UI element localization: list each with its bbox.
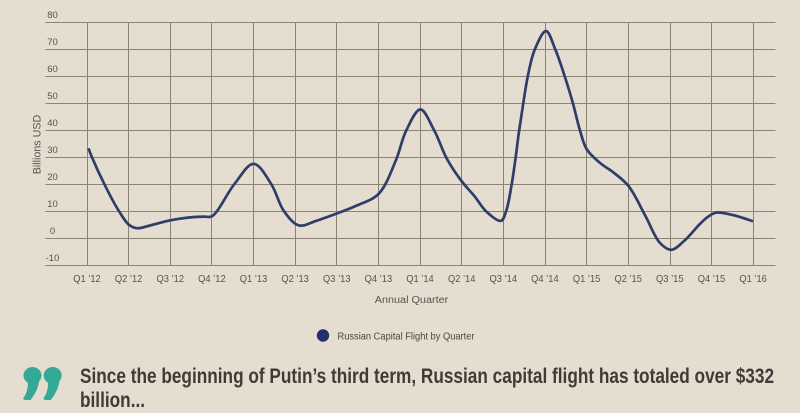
svg-text:Q4 ’13: Q4 ’13 xyxy=(365,273,393,285)
svg-text:Q1 ’13: Q1 ’13 xyxy=(240,273,268,285)
svg-text:Q2 ’12: Q2 ’12 xyxy=(115,273,143,285)
svg-text:Q2 ’15: Q2 ’15 xyxy=(614,273,642,285)
svg-text:-10: -10 xyxy=(46,253,60,264)
svg-text:Q1 ’15: Q1 ’15 xyxy=(573,273,601,285)
svg-text:60: 60 xyxy=(47,64,58,75)
svg-text:Q3 ’12: Q3 ’12 xyxy=(157,273,185,285)
svg-text:Q2 ’14: Q2 ’14 xyxy=(448,273,476,285)
svg-text:Billions USD: Billions USD xyxy=(32,115,44,175)
svg-text:Q1 ’12: Q1 ’12 xyxy=(73,273,101,285)
svg-text:10: 10 xyxy=(47,199,58,210)
svg-text:Q4 ’12: Q4 ’12 xyxy=(198,273,226,285)
svg-text:20: 20 xyxy=(47,172,58,183)
svg-text:Q4 ’14: Q4 ’14 xyxy=(531,273,559,285)
svg-text:70: 70 xyxy=(47,37,58,48)
svg-text:30: 30 xyxy=(47,145,58,156)
svg-text:Q4 ’15: Q4 ’15 xyxy=(698,273,726,285)
svg-text:Q1 ’14: Q1 ’14 xyxy=(406,273,434,285)
svg-text:Q3 ’13: Q3 ’13 xyxy=(323,273,351,285)
svg-text:Q2 ’13: Q2 ’13 xyxy=(281,273,309,285)
svg-text:40: 40 xyxy=(47,118,58,129)
svg-text:80: 80 xyxy=(47,10,58,21)
svg-text:Q3 ’15: Q3 ’15 xyxy=(656,273,684,285)
svg-text:50: 50 xyxy=(47,91,58,102)
svg-text:Annual Quarter: Annual Quarter xyxy=(375,295,449,306)
svg-text:Q3 ’14: Q3 ’14 xyxy=(490,273,518,285)
svg-text:Q1 ’16: Q1 ’16 xyxy=(739,273,767,285)
svg-text:0: 0 xyxy=(50,226,55,237)
svg-text:Russian Capital Flight by Quar: Russian Capital Flight by Quarter xyxy=(338,332,476,343)
